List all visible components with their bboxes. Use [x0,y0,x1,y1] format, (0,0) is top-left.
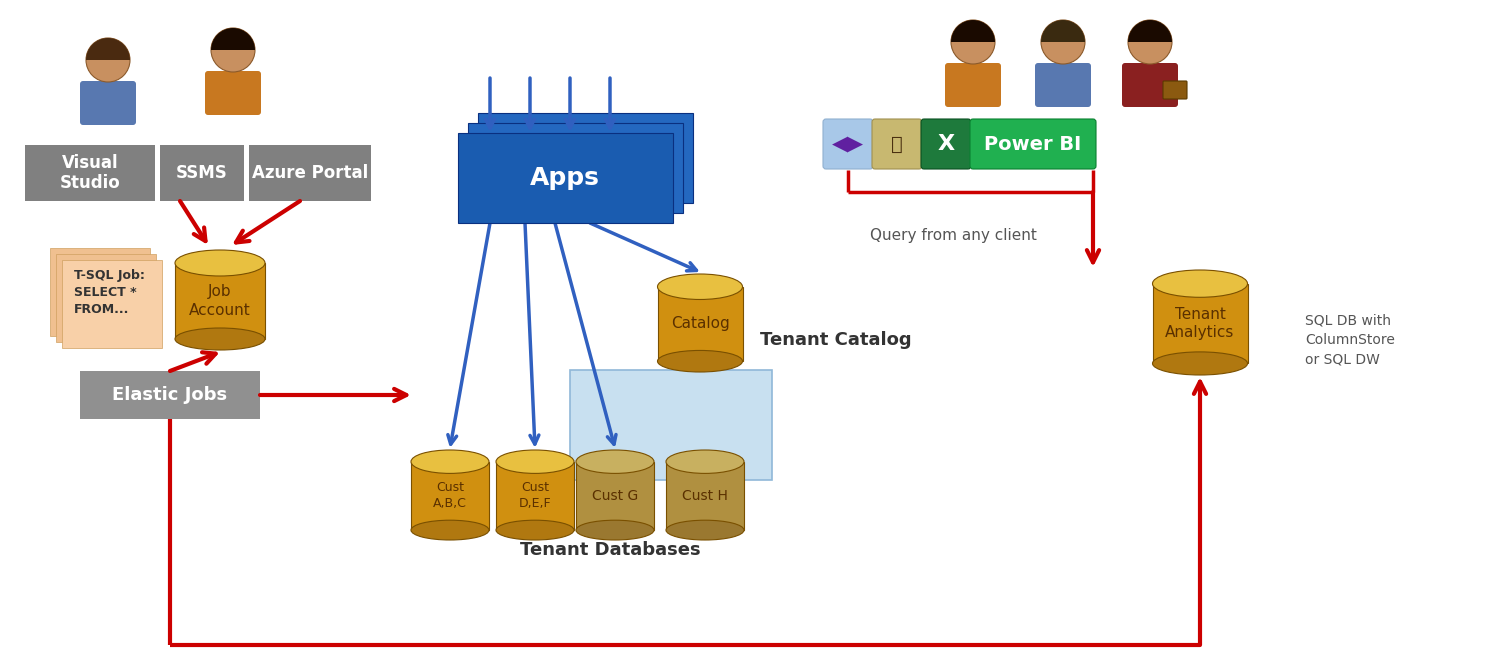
FancyBboxPatch shape [458,133,673,223]
Text: 🔧: 🔧 [891,134,903,153]
FancyBboxPatch shape [921,119,971,169]
FancyBboxPatch shape [468,123,682,213]
FancyBboxPatch shape [248,145,372,201]
FancyBboxPatch shape [160,145,244,201]
Ellipse shape [658,274,742,300]
Ellipse shape [497,520,573,540]
Polygon shape [667,462,743,530]
Ellipse shape [576,520,655,540]
Text: Tenant
Analytics: Tenant Analytics [1165,307,1234,341]
FancyBboxPatch shape [80,81,135,125]
FancyBboxPatch shape [971,119,1096,169]
Circle shape [1041,20,1085,64]
FancyBboxPatch shape [50,248,150,336]
FancyBboxPatch shape [205,71,260,115]
Circle shape [951,20,995,64]
Ellipse shape [1153,270,1248,297]
Text: Tenant Databases: Tenant Databases [519,541,700,559]
Ellipse shape [411,520,489,540]
Ellipse shape [497,450,573,474]
Polygon shape [175,263,265,339]
Ellipse shape [658,351,742,372]
Ellipse shape [667,450,743,474]
Text: SQL DB with
ColumnStore
or SQL DW: SQL DB with ColumnStore or SQL DW [1305,314,1395,367]
Polygon shape [658,287,742,361]
Text: X: X [938,134,954,154]
FancyBboxPatch shape [823,119,873,169]
Polygon shape [576,462,655,530]
Text: Job
Account: Job Account [190,284,251,318]
Text: Apps: Apps [530,166,600,190]
Polygon shape [1153,284,1248,363]
Circle shape [86,38,129,82]
Circle shape [1129,20,1172,64]
Wedge shape [211,28,254,50]
Text: Cust H: Cust H [682,489,728,503]
FancyBboxPatch shape [1123,63,1178,107]
Ellipse shape [411,450,489,474]
Wedge shape [1129,20,1172,42]
Text: Catalog: Catalog [671,316,730,331]
Text: Azure Portal: Azure Portal [251,164,369,182]
Text: Cust
D,E,F: Cust D,E,F [519,482,551,510]
Ellipse shape [175,328,265,350]
FancyBboxPatch shape [56,254,157,342]
Text: Tenant Catalog: Tenant Catalog [760,331,912,349]
Polygon shape [497,462,573,530]
FancyBboxPatch shape [80,371,260,419]
Polygon shape [411,462,489,530]
Ellipse shape [175,250,265,276]
Wedge shape [1041,20,1085,42]
FancyBboxPatch shape [945,63,1001,107]
FancyBboxPatch shape [570,370,772,480]
FancyBboxPatch shape [26,145,155,201]
FancyBboxPatch shape [871,119,923,169]
FancyBboxPatch shape [62,260,163,348]
FancyBboxPatch shape [1035,63,1091,107]
Text: Elastic Jobs: Elastic Jobs [113,386,227,404]
Text: Cust
A,B,C: Cust A,B,C [433,482,467,510]
Wedge shape [86,38,129,60]
Text: Power BI: Power BI [984,134,1082,153]
Text: SSMS: SSMS [176,164,227,182]
Text: Visual
Studio: Visual Studio [60,154,120,193]
Text: T-SQL Job:
SELECT *
FROM...: T-SQL Job: SELECT * FROM... [74,268,144,316]
Wedge shape [951,20,995,42]
Text: Query from any client: Query from any client [870,227,1037,242]
Ellipse shape [576,450,655,474]
FancyBboxPatch shape [477,113,692,203]
Circle shape [211,28,254,72]
Text: Cust G: Cust G [591,489,638,503]
Ellipse shape [667,520,743,540]
Ellipse shape [1153,352,1248,375]
Text: ◀▶: ◀▶ [832,134,864,154]
FancyBboxPatch shape [1163,81,1187,99]
